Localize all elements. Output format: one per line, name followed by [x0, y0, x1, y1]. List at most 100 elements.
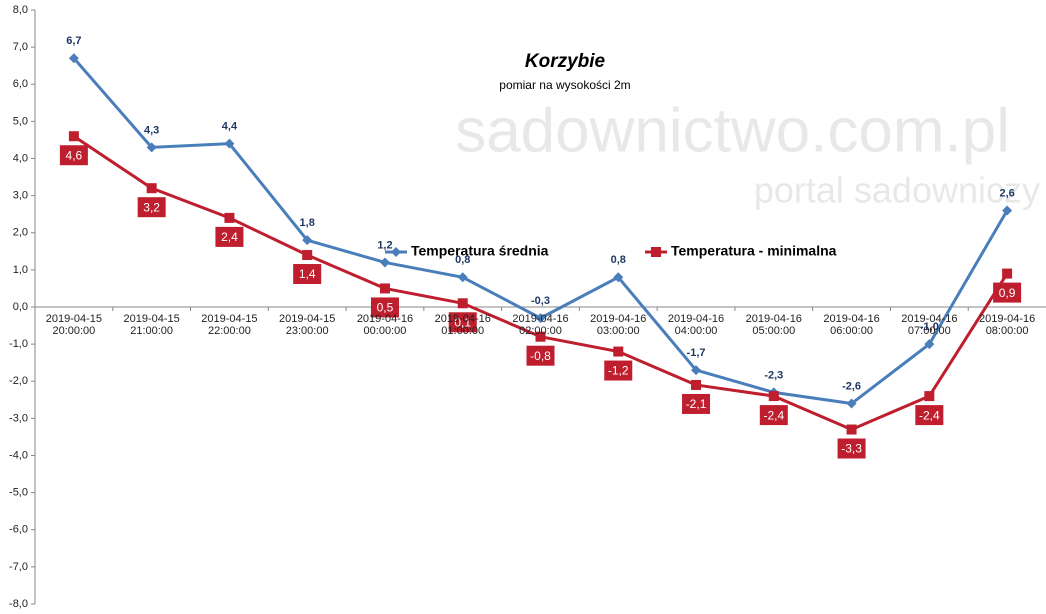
- data-label-box: [993, 282, 1022, 303]
- data-label: 0,8: [611, 254, 626, 266]
- data-label-box: [293, 264, 322, 285]
- data-point: [768, 391, 779, 402]
- data-label: 2,4: [221, 230, 238, 244]
- data-point: [302, 250, 313, 261]
- y-tick-label: 3,0: [13, 190, 28, 202]
- data-point: [846, 398, 857, 409]
- data-point: [535, 313, 546, 324]
- data-label: -2,3: [764, 369, 783, 381]
- data-label-box: [137, 197, 166, 218]
- data-label-box: [682, 393, 711, 414]
- data-point: [146, 183, 157, 194]
- data-label: -0,8: [530, 349, 551, 363]
- data-point: [1002, 205, 1013, 216]
- y-tick-label: -2,0: [9, 375, 28, 387]
- data-label: 0,9: [999, 286, 1016, 300]
- data-label: -2,6: [842, 380, 861, 392]
- data-point: [379, 257, 390, 268]
- data-label: 1,8: [300, 217, 315, 229]
- y-tick-label: -4,0: [9, 449, 28, 461]
- data-label-box: [604, 360, 633, 381]
- data-label-box: [59, 145, 88, 166]
- data-label: 6,7: [66, 35, 81, 47]
- data-point: [302, 235, 313, 246]
- data-point: [457, 298, 468, 309]
- x-tick-label: 2019-04-16 02:00:00: [512, 313, 569, 337]
- data-label: -1,2: [608, 364, 629, 378]
- y-tick-label: 1,0: [13, 264, 28, 276]
- x-tick-label: 2019-04-16 08:00:00: [978, 313, 1036, 337]
- legend-label: Temperatura średnia: [411, 243, 549, 259]
- data-point: [224, 138, 235, 149]
- y-tick-label: -5,0: [9, 487, 28, 499]
- y-tick-label: -8,0: [9, 598, 28, 610]
- data-label: 0,5: [377, 301, 394, 315]
- data-label: 0,1: [454, 315, 471, 329]
- y-tick-label: 5,0: [13, 115, 28, 127]
- data-point: [691, 379, 702, 390]
- y-tick-label: 2,0: [13, 227, 28, 239]
- data-label: -2,1: [686, 397, 707, 411]
- x-tick-label: 2019-04-16 06:00:00: [823, 313, 880, 337]
- data-label: -0,3: [531, 295, 550, 307]
- data-point: [68, 131, 79, 142]
- data-point: [924, 339, 935, 350]
- data-label: 4,4: [222, 121, 238, 133]
- data-label: -3,3: [841, 442, 862, 456]
- data-point: [691, 365, 702, 376]
- data-label-box: [448, 312, 477, 333]
- y-tick-label: 6,0: [13, 78, 28, 90]
- y-tick-label: 4,0: [13, 152, 28, 164]
- x-tick-label: 2019-04-16 03:00:00: [590, 313, 647, 337]
- data-label: 4,6: [66, 148, 83, 162]
- x-tick-label: 2019-04-15 22:00:00: [201, 313, 258, 337]
- data-point: [379, 283, 390, 294]
- y-tick-label: -1,0: [9, 338, 28, 350]
- data-label-box: [370, 297, 399, 318]
- watermark: portal sadowniczy: [754, 170, 1040, 211]
- data-label: 4,3: [144, 124, 159, 136]
- x-tick-label: 2019-04-16 04:00:00: [667, 313, 725, 337]
- y-tick-label: -6,0: [9, 524, 28, 536]
- chart-subtitle: pomiar na wysokości 2m: [499, 78, 630, 92]
- data-point: [457, 272, 468, 283]
- data-label: -2,4: [919, 408, 940, 422]
- data-point: [846, 424, 857, 435]
- data-label-box: [526, 345, 555, 366]
- x-tick-label: 2019-04-16 07:00:00: [901, 313, 958, 337]
- legend-marker: [651, 247, 661, 257]
- data-label: -1,7: [687, 347, 706, 359]
- data-point: [535, 331, 546, 342]
- legend-marker: [391, 247, 401, 257]
- legend-label: Temperatura - minimalna: [671, 243, 837, 259]
- y-tick-label: 0,0: [13, 301, 28, 313]
- y-tick-label: 7,0: [13, 41, 28, 53]
- y-tick-label: -3,0: [9, 412, 28, 424]
- y-tick-label: 8,0: [13, 4, 28, 16]
- chart-title: Korzybie: [525, 51, 606, 72]
- data-label: 1,4: [299, 267, 316, 281]
- data-point: [146, 142, 157, 153]
- data-label: -1,0: [920, 321, 939, 333]
- y-tick-label: -7,0: [9, 561, 28, 573]
- x-tick-label: 2019-04-15 21:00:00: [123, 313, 180, 337]
- data-label: -2,4: [763, 408, 784, 422]
- x-tick-label: 2019-04-16 05:00:00: [745, 313, 802, 337]
- data-label-box: [215, 226, 244, 247]
- data-label-box: [837, 438, 866, 459]
- x-tick-label: 2019-04-15 23:00:00: [279, 313, 336, 337]
- x-tick-label: 2019-04-15 20:00:00: [45, 313, 103, 337]
- data-label: 0,8: [455, 254, 470, 266]
- x-tick-label: 2019-04-16 00:00:00: [356, 313, 414, 337]
- data-point: [224, 212, 235, 223]
- data-label: 1,2: [377, 239, 392, 251]
- data-point: [68, 53, 79, 64]
- data-point: [613, 346, 624, 357]
- data-label: 2,6: [999, 187, 1014, 199]
- data-label: 3,2: [143, 200, 160, 214]
- data-label-box: [915, 405, 944, 426]
- x-tick-label: 2019-04-16 01:00:00: [434, 313, 491, 337]
- data-label-box: [759, 405, 788, 426]
